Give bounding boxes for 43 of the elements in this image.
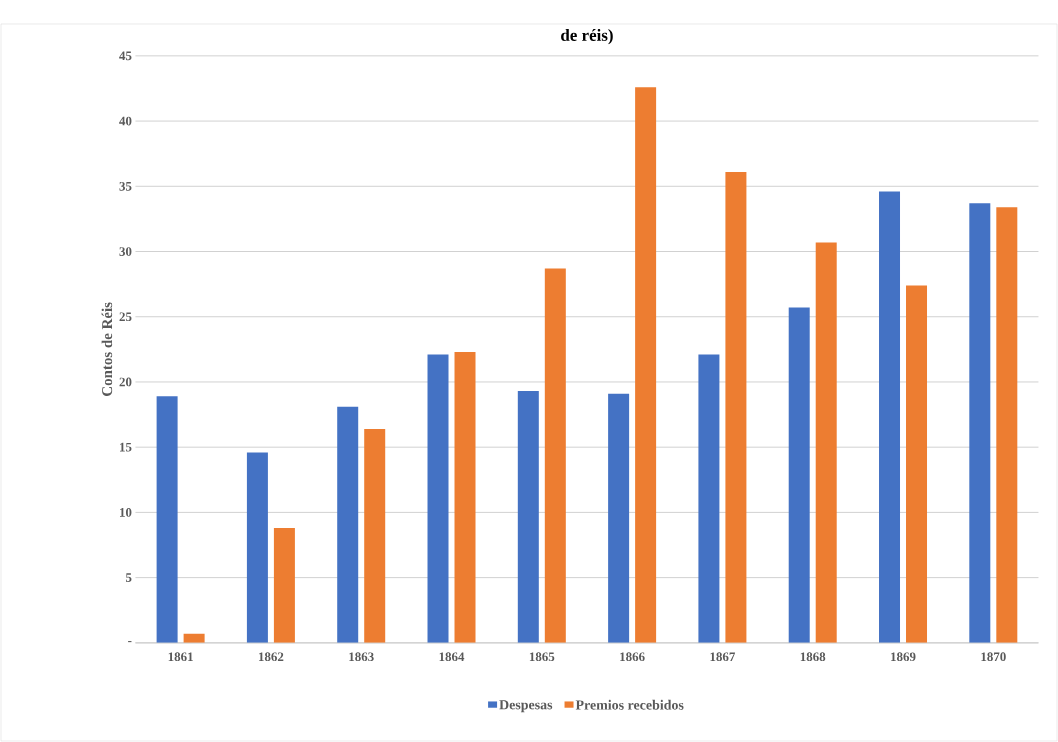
- y-tick-label: 30: [119, 247, 132, 256]
- x-tick-label: 1866: [620, 652, 645, 662]
- bar: [517, 391, 539, 643]
- bar: [427, 354, 449, 643]
- bar: [246, 452, 268, 643]
- bar: [156, 396, 178, 643]
- bar: [788, 307, 810, 643]
- y-tick-label: -: [128, 641, 132, 643]
- bar: [608, 393, 630, 643]
- x-tick-label: 1868: [800, 652, 826, 662]
- bar: [879, 191, 901, 643]
- x-tick-label: 1863: [349, 652, 374, 662]
- bar: [725, 171, 747, 643]
- bar: [273, 528, 295, 643]
- x-tick-label: 1862: [258, 652, 284, 662]
- y-tick-label: 10: [120, 508, 132, 517]
- bar: [969, 203, 991, 643]
- y-tick-label: 35: [119, 181, 132, 191]
- x-tick-label: 1867: [710, 652, 736, 662]
- chart-title: de réis): [561, 28, 613, 45]
- bar: [454, 351, 476, 643]
- legend-label: Despesas: [499, 700, 553, 713]
- x-tick-label: 1869: [891, 652, 916, 662]
- y-tick-label: 20: [119, 377, 132, 387]
- x-tick-label: 1864: [439, 652, 465, 662]
- bar: [364, 428, 386, 643]
- x-tick-label: 1870: [981, 652, 1006, 662]
- y-tick-label: 15: [120, 442, 132, 452]
- x-tick-label: 1865: [529, 652, 555, 662]
- y-tick-label: 40: [119, 116, 132, 126]
- bar: [815, 242, 837, 643]
- x-tick-label: 1861: [168, 652, 193, 662]
- y-tick-label: 5: [125, 573, 132, 582]
- bar: [996, 207, 1018, 643]
- y-axis-title: Contos de Réis: [101, 302, 113, 396]
- bar: [544, 268, 566, 643]
- legend-label: Premios recebidos: [575, 699, 684, 710]
- y-tick-label: 25: [119, 312, 132, 322]
- bar: [635, 87, 657, 643]
- bar: [337, 406, 359, 643]
- bar: [698, 354, 720, 643]
- y-tick-label: 45: [119, 51, 132, 61]
- bar: [906, 285, 928, 643]
